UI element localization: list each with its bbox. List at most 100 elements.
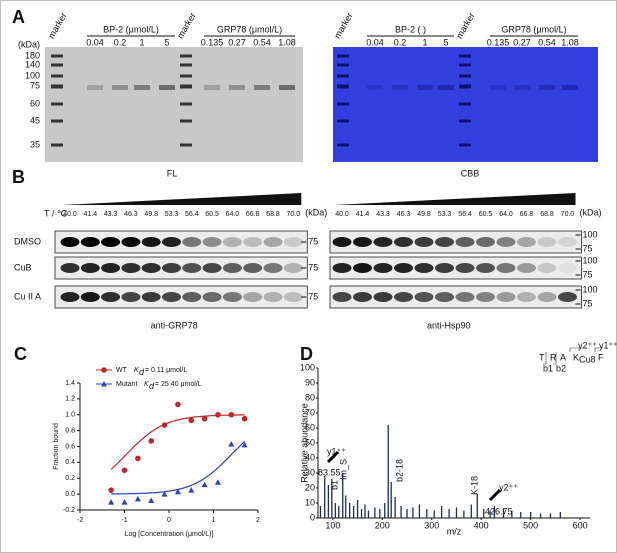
band: [332, 292, 352, 302]
legend-name: Mutant: [116, 381, 137, 388]
band: [537, 292, 557, 302]
band: [101, 292, 121, 302]
y-tick-label: 90: [305, 377, 315, 387]
data-point: [201, 415, 208, 422]
data-point: [121, 467, 128, 474]
temperature: 46.3: [124, 211, 138, 218]
band: [283, 237, 303, 247]
x-tick-label: 600: [573, 520, 588, 530]
protein-band: [279, 85, 295, 90]
data-point: [148, 438, 154, 444]
kda-label: 75: [583, 243, 593, 253]
y-tick-label: 0.6: [65, 443, 75, 450]
temperature: 68.8: [266, 211, 280, 218]
x-tick-label: 2: [256, 517, 260, 524]
x-tick-label: 1: [212, 517, 216, 524]
protein-band: [87, 85, 103, 90]
band: [162, 292, 181, 302]
concentration: 0.54: [253, 37, 271, 47]
group-title: GRP78 (μmol/L): [501, 24, 566, 34]
concentration: 0.27: [228, 37, 246, 47]
band: [496, 237, 516, 247]
concentration: 0.04: [86, 37, 104, 47]
protein-band: [112, 85, 128, 90]
band: [476, 237, 495, 247]
band: [332, 263, 352, 273]
marker-band: [51, 119, 63, 123]
concentration: 1: [422, 37, 427, 47]
band: [353, 263, 372, 273]
caption: anti-GRP78: [151, 320, 198, 330]
band: [263, 292, 283, 302]
band: [121, 292, 141, 302]
data-point: [188, 487, 195, 493]
band: [558, 237, 577, 247]
x-tick-label: 400: [474, 520, 489, 530]
legend-k: K: [144, 381, 149, 388]
ion-label: y2⁺⁺: [578, 340, 597, 350]
band: [162, 237, 181, 247]
marker-band: [337, 119, 349, 123]
band: [263, 237, 283, 247]
temperature: 56.4: [458, 211, 472, 218]
data-point: [214, 479, 221, 485]
temperature: 68.8: [540, 211, 554, 218]
kda-label: 75: [308, 262, 318, 272]
y-tick-label: 30: [305, 467, 315, 477]
marker-band: [337, 102, 349, 106]
blot: [54, 285, 308, 309]
band: [80, 237, 100, 247]
y-tick-label: 0.4: [65, 459, 75, 466]
legend-marker: [101, 367, 107, 373]
kda-label: 75: [30, 80, 40, 90]
kda-label: 75: [583, 269, 593, 279]
temperature: 43.3: [104, 211, 118, 218]
temperature: 64.0: [499, 211, 513, 218]
data-point: [228, 441, 235, 447]
temperature: 40.0: [63, 211, 77, 218]
band: [283, 292, 303, 302]
legend-kd: = 25.40 μmol/L: [155, 381, 202, 388]
x-tick-label: 0: [167, 517, 171, 524]
data-point: [134, 495, 141, 502]
temperature: 53.3: [438, 211, 452, 218]
band: [353, 292, 372, 302]
panel-label: C: [14, 344, 27, 364]
band: [435, 263, 454, 273]
marker-band: [459, 84, 471, 89]
protein-band: [562, 85, 578, 90]
row-label: DMSO: [14, 236, 41, 246]
concentration: 1: [139, 37, 144, 47]
band: [202, 292, 222, 302]
data-point: [135, 455, 141, 462]
caption: FL: [167, 168, 178, 178]
temperature: 49.8: [417, 211, 431, 218]
band: [283, 263, 303, 273]
marker-band: [180, 102, 192, 106]
concentration: 1.08: [278, 37, 296, 47]
row-label: CuB: [14, 262, 32, 272]
band: [537, 237, 557, 247]
kda-label: 140: [25, 59, 40, 69]
data-point: [148, 497, 155, 503]
protein-band: [490, 85, 506, 90]
residue: K: [573, 352, 579, 362]
blot: [54, 230, 308, 254]
ion-label: b2: [556, 363, 566, 373]
band: [558, 263, 577, 273]
annotation: y2⁺⁺: [499, 482, 518, 492]
kda-label: 100: [583, 229, 598, 239]
y-tick-label: 80: [305, 392, 315, 402]
data-point: [215, 411, 221, 418]
protein-band: [159, 85, 175, 90]
temperature: 40.0: [335, 211, 349, 218]
band: [558, 292, 577, 302]
legend-k: K: [134, 367, 139, 374]
x-tick-label: -2: [77, 517, 83, 524]
y-tick-label: 40: [305, 452, 315, 462]
data-point: [161, 422, 168, 428]
protein-band: [134, 85, 150, 90]
marker-band: [180, 119, 192, 123]
kda-label: 100: [583, 255, 598, 265]
legend-name: WT: [116, 367, 128, 374]
